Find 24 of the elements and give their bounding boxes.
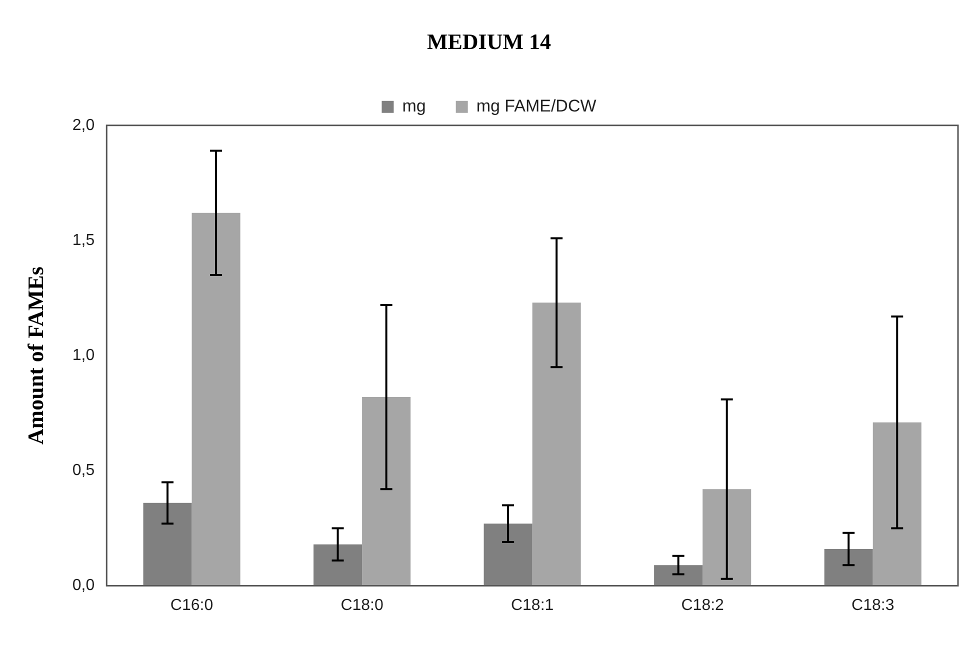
bar xyxy=(362,397,411,586)
x-tick-label: C16:0 xyxy=(170,596,214,614)
y-tick-label: 1,5 xyxy=(72,232,95,249)
y-tick-label: 0,0 xyxy=(72,577,95,594)
y-tick-label: 0,5 xyxy=(72,462,95,480)
x-tick-label: C18:3 xyxy=(852,596,894,614)
bar xyxy=(143,502,192,586)
legend-label: mg FAME/DCW xyxy=(476,96,596,116)
bar xyxy=(824,548,873,586)
bar xyxy=(872,422,922,586)
bar xyxy=(654,565,703,586)
y-tick-label: 1,0 xyxy=(72,347,95,364)
y-tick-label: 2,0 xyxy=(72,116,95,134)
bar xyxy=(192,212,240,586)
bar xyxy=(314,544,362,586)
bar xyxy=(484,524,532,586)
x-tick-label: C18:1 xyxy=(510,596,554,614)
bar xyxy=(702,489,752,586)
x-tick-label: C18:2 xyxy=(681,596,724,614)
bar xyxy=(532,302,581,586)
legend-label: mg xyxy=(402,96,426,116)
x-tick-label: C18:0 xyxy=(340,596,384,614)
chart-title: MEDIUM 14 xyxy=(426,28,552,54)
y-axis-title: Amount of FAMEs xyxy=(22,266,48,445)
